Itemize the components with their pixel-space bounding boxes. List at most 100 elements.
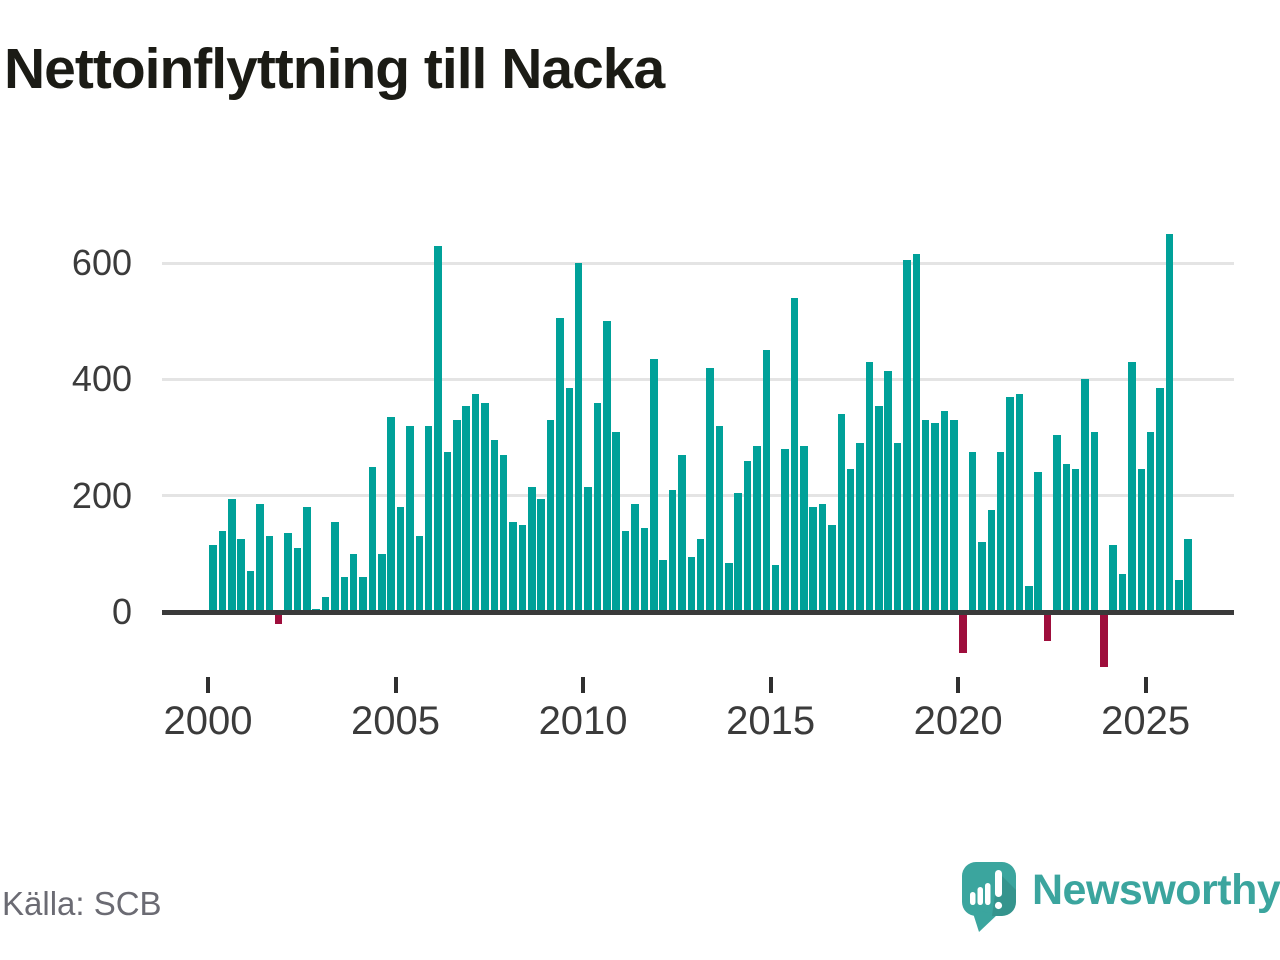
x-tick-mark-2000 [206, 677, 210, 693]
bar-2019Q2 [931, 422, 939, 612]
x-tick-mark-2005 [393, 677, 398, 693]
bar-2012Q4 [687, 556, 695, 612]
bar-2003Q4 [349, 553, 358, 612]
gridline-400 [162, 377, 1234, 381]
bar-2004Q1 [359, 577, 367, 612]
bar-2007Q3 [490, 440, 499, 612]
bar-2008Q4 [537, 498, 545, 612]
bar-2010Q1 [584, 486, 592, 612]
y-axis-label-600: 600 [71, 242, 132, 283]
bar-2008Q3 [528, 486, 536, 612]
bar-2007Q2 [481, 402, 489, 612]
bar-2005Q2 [406, 425, 414, 612]
bar-2015Q4 [800, 446, 808, 612]
x-axis-label-2010: 2010 [538, 699, 628, 743]
bar-2002Q1 [284, 533, 292, 612]
y-axis-label-400: 400 [71, 358, 132, 400]
bar-2007Q1 [471, 393, 480, 612]
bar-2003Q1 [321, 597, 330, 612]
bar-2022Q1 [1034, 472, 1042, 612]
bar-2002Q2 [293, 548, 302, 612]
bar-2021Q1 [996, 452, 1005, 612]
bar-2009Q2 [556, 318, 564, 612]
bar-2019Q4 [950, 420, 958, 612]
x-axis-line [162, 609, 1234, 615]
bar-2012Q2 [668, 489, 677, 612]
bar-2012Q3 [678, 454, 686, 612]
bar-2002Q3 [303, 507, 311, 612]
x-tick-mark-2025 [1143, 677, 1148, 693]
bar-2021Q4 [1025, 585, 1033, 612]
bar-2022Q2 [1043, 612, 1052, 642]
bar-2016Q2 [818, 504, 827, 612]
bar-2021Q3 [1015, 393, 1024, 612]
bar-2011Q1 [621, 530, 630, 612]
bar-2006Q4 [462, 405, 470, 612]
bar-2016Q3 [828, 524, 836, 612]
x-axis-label-2000: 2000 [163, 699, 253, 743]
bar-2001Q3 [265, 536, 274, 612]
bar-2025Q1 [1146, 431, 1155, 612]
bar-2000Q3 [228, 498, 236, 612]
gridline-200 [162, 494, 1234, 498]
x-tick-mark-2010 [581, 677, 586, 693]
bar-2006Q1 [434, 245, 442, 612]
bar-2025Q4 [1175, 580, 1183, 612]
bar-2023Q2 [1081, 379, 1089, 612]
bar-2015Q1 [771, 565, 780, 612]
bar-2003Q2 [331, 521, 339, 612]
bar-2007Q4 [499, 454, 508, 612]
bar-2026Q1 [1184, 539, 1192, 612]
bar-2015Q3 [790, 297, 799, 612]
bar-2001Q4 [274, 612, 283, 624]
gridline-600 [162, 261, 1234, 265]
bar-2017Q4 [875, 405, 883, 612]
bar-2011Q2 [631, 504, 639, 612]
bar-2018Q4 [912, 254, 921, 612]
bar-2000Q2 [218, 530, 227, 612]
bar-2017Q2 [856, 443, 864, 612]
bar-2024Q4 [1137, 469, 1146, 612]
bar-2022Q3 [1053, 434, 1061, 612]
bar-2019Q3 [940, 411, 949, 612]
bar-2014Q3 [753, 446, 761, 612]
bar-2025Q3 [1165, 233, 1174, 612]
bar-2013Q1 [696, 539, 705, 612]
source-attribution: Källa: SCB [2, 885, 162, 922]
bar-2025Q2 [1156, 388, 1164, 612]
bar-2009Q4 [574, 263, 583, 612]
newsworthy-branding: Newsworthy [958, 858, 1280, 936]
bar-2010Q4 [612, 431, 620, 612]
bar-2020Q1 [959, 612, 967, 653]
bar-2009Q1 [546, 420, 555, 612]
bar-2015Q2 [781, 449, 789, 612]
bar-2010Q2 [593, 402, 602, 612]
bar-2006Q3 [453, 420, 461, 612]
bar-2017Q1 [846, 469, 855, 612]
bar-2024Q3 [1128, 361, 1136, 612]
bar-2023Q4 [1100, 612, 1108, 668]
bar-2021Q2 [1006, 396, 1014, 612]
bar-2020Q2 [968, 452, 977, 612]
bar-2000Q1 [209, 545, 217, 612]
y-axis-label-0: 0 [111, 591, 132, 632]
bar-2018Q2 [893, 443, 902, 612]
bar-2022Q4 [1062, 463, 1071, 612]
bar-2011Q3 [640, 527, 649, 612]
bar-2019Q1 [921, 420, 930, 612]
bar-2013Q4 [725, 562, 733, 612]
x-axis-label-2025: 2025 [1101, 699, 1191, 743]
x-axis-label-2020: 2020 [913, 699, 1003, 743]
y-axis-label-200: 200 [71, 474, 132, 516]
bar-2004Q4 [387, 417, 395, 612]
bar-2000Q4 [237, 539, 245, 612]
bar-2004Q2 [368, 466, 377, 612]
bar-2024Q1 [1109, 545, 1117, 612]
bar-2023Q3 [1090, 431, 1099, 612]
bar-2018Q1 [884, 370, 892, 612]
bar-2016Q4 [837, 414, 846, 612]
bar-2003Q3 [340, 577, 349, 612]
bar-2005Q3 [415, 536, 424, 612]
bar-2024Q2 [1118, 574, 1127, 612]
